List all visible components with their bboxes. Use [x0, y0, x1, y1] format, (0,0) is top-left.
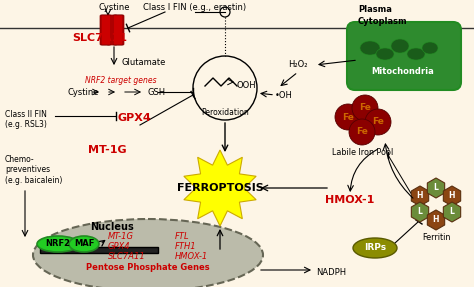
Text: Fe: Fe	[342, 113, 354, 121]
Ellipse shape	[391, 39, 409, 53]
Ellipse shape	[360, 41, 380, 55]
Text: NADPH: NADPH	[316, 268, 346, 277]
Text: Class I FIN (e.g., erastin): Class I FIN (e.g., erastin)	[144, 3, 246, 12]
Text: OOH: OOH	[237, 82, 256, 90]
Text: Fe: Fe	[359, 104, 371, 113]
Polygon shape	[443, 186, 461, 206]
Ellipse shape	[33, 219, 263, 287]
Text: Glutamate: Glutamate	[122, 58, 166, 67]
Text: MT-1G: MT-1G	[88, 145, 127, 155]
Text: Chemo-
preventives
(e.g. baicalein): Chemo- preventives (e.g. baicalein)	[5, 155, 63, 185]
Text: Cytoplasm: Cytoplasm	[358, 17, 408, 26]
Text: Ferritin: Ferritin	[422, 233, 450, 242]
Text: Peroxidation: Peroxidation	[201, 108, 249, 117]
Text: HMOX-1: HMOX-1	[325, 195, 374, 205]
Text: •OH: •OH	[275, 90, 293, 100]
Polygon shape	[428, 210, 445, 230]
Text: Fe: Fe	[372, 117, 384, 127]
Text: Cystine: Cystine	[99, 3, 130, 12]
Text: L: L	[434, 183, 438, 193]
Text: Cystine: Cystine	[68, 88, 100, 97]
Text: SLC7A11: SLC7A11	[108, 252, 146, 261]
Ellipse shape	[37, 236, 79, 252]
Circle shape	[335, 104, 361, 130]
Text: FTL: FTL	[175, 232, 190, 241]
Ellipse shape	[376, 48, 394, 60]
Text: Labile Iron Pool: Labile Iron Pool	[332, 148, 393, 157]
Text: IRPs: IRPs	[364, 243, 386, 253]
Text: HMOX-1: HMOX-1	[175, 252, 208, 261]
Text: Fe: Fe	[356, 127, 368, 137]
FancyBboxPatch shape	[101, 15, 111, 45]
Text: FTH1: FTH1	[175, 242, 197, 251]
FancyBboxPatch shape	[114, 15, 124, 45]
Polygon shape	[443, 202, 461, 222]
Circle shape	[365, 109, 391, 135]
Circle shape	[349, 119, 375, 145]
Text: H: H	[433, 216, 439, 224]
Text: Class II FIN
(e.g. RSL3): Class II FIN (e.g. RSL3)	[5, 110, 47, 129]
FancyBboxPatch shape	[113, 15, 123, 45]
Polygon shape	[428, 178, 445, 198]
Text: MT-1G: MT-1G	[108, 232, 134, 241]
Polygon shape	[184, 150, 256, 226]
Text: H₂O₂: H₂O₂	[288, 60, 308, 69]
FancyBboxPatch shape	[100, 15, 110, 45]
Text: L: L	[418, 208, 422, 216]
Polygon shape	[411, 202, 428, 222]
Text: SLC7A11: SLC7A11	[72, 33, 127, 43]
Text: NRF2: NRF2	[46, 239, 71, 249]
FancyBboxPatch shape	[107, 15, 117, 45]
Circle shape	[352, 95, 378, 121]
Text: Pentose Phosphate Genes: Pentose Phosphate Genes	[86, 263, 210, 272]
Polygon shape	[411, 186, 428, 206]
Text: GPX4: GPX4	[108, 242, 131, 251]
Text: Mitochondria: Mitochondria	[372, 67, 434, 76]
Text: MAF: MAF	[74, 239, 94, 249]
Text: NRF2 target genes: NRF2 target genes	[85, 76, 156, 85]
Text: GPX4: GPX4	[118, 113, 152, 123]
Ellipse shape	[422, 42, 438, 54]
FancyBboxPatch shape	[40, 247, 158, 253]
Text: L: L	[449, 208, 455, 216]
Ellipse shape	[407, 48, 425, 60]
Text: Plasma: Plasma	[358, 5, 392, 14]
Ellipse shape	[353, 238, 397, 258]
Text: GSH: GSH	[148, 88, 166, 97]
FancyBboxPatch shape	[347, 22, 461, 90]
Text: H: H	[417, 191, 423, 201]
Ellipse shape	[69, 236, 99, 252]
Text: FERROPTOSIS: FERROPTOSIS	[177, 183, 264, 193]
Text: H: H	[449, 191, 455, 201]
Text: Nucleus: Nucleus	[90, 222, 134, 232]
